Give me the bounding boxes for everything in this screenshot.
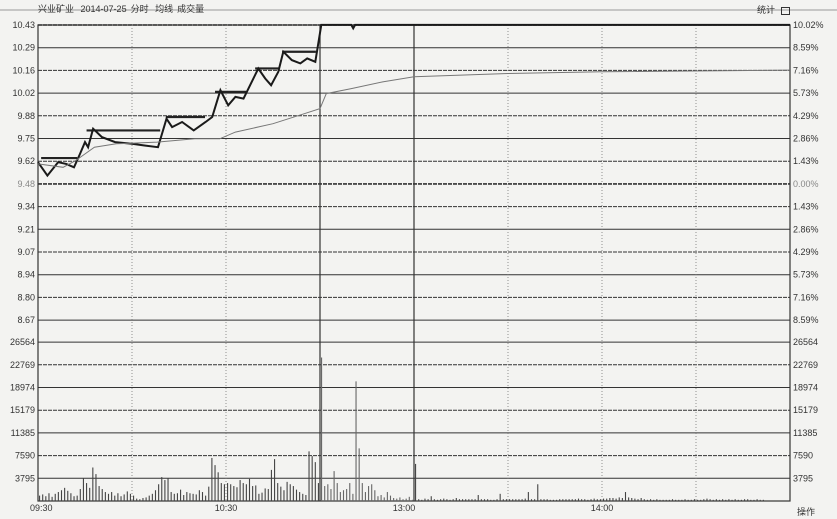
percent-tick-label: 8.59% <box>793 43 819 53</box>
price-tick-label: 9.34 <box>17 202 35 212</box>
price-tick-label: 9.88 <box>17 111 35 121</box>
chart-mode[interactable]: 分时 <box>130 4 149 14</box>
volume-tick-label-right: 3795 <box>793 473 813 483</box>
time-tick-label: 09:30 <box>30 503 53 513</box>
volume-tick-label: 18974 <box>10 383 35 393</box>
price-tick-label: 9.21 <box>17 224 35 234</box>
percent-tick-label: 8.59% <box>793 315 819 325</box>
average-line <box>37 69 791 168</box>
percent-tick-label: 5.73% <box>793 270 819 280</box>
volume-tick-label-right: 11385 <box>793 428 817 438</box>
percent-tick-label: 1.43% <box>793 156 819 166</box>
volume-tick-label-right: 26564 <box>793 337 818 347</box>
percent-tick-label: 4.29% <box>793 247 819 257</box>
volume-tick-label: 22769 <box>10 360 35 370</box>
price-tick-label: 8.67 <box>17 315 35 325</box>
window-icon[interactable] <box>780 6 790 15</box>
volume-tick-label-right: 7590 <box>793 451 813 461</box>
volume-tick-label: 3795 <box>15 473 35 483</box>
chart-date: 2014-07-25 <box>80 4 127 14</box>
stats-button[interactable]: 统计 <box>757 3 790 16</box>
volume-tick-label-right: 15179 <box>793 405 818 415</box>
volume-toggle[interactable]: 成交量 <box>177 4 205 14</box>
time-tick-label: 14:00 <box>591 503 614 513</box>
avg-line-toggle[interactable]: 均线 <box>155 4 174 14</box>
price-tick-label: 9.48 <box>17 179 35 189</box>
stats-label: 统计 <box>757 5 776 15</box>
time-tick-label: 13:00 <box>393 503 416 513</box>
percent-tick-label: 7.16% <box>793 292 819 302</box>
percent-tick-label: 5.73% <box>793 88 819 98</box>
percent-tick-label: 10.02% <box>793 20 824 30</box>
percent-tick-label: 2.86% <box>793 224 819 234</box>
volume-tick-label: 15179 <box>10 405 35 415</box>
price-tick-label: 9.07 <box>17 247 35 257</box>
volume-tick-label: 11385 <box>11 428 35 438</box>
percent-tick-label: 7.16% <box>793 65 819 75</box>
price-tick-label: 10.43 <box>12 20 35 30</box>
volume-tick-label: 26564 <box>10 337 35 347</box>
volume-tick-label: 7590 <box>15 451 35 461</box>
price-tick-label: 8.80 <box>17 292 35 302</box>
percent-tick-label: 0.00% <box>793 179 819 189</box>
percent-tick-label: 2.86% <box>793 134 819 144</box>
price-tick-label: 9.62 <box>17 156 35 166</box>
price-tick-label: 9.75 <box>17 134 35 144</box>
price-tick-label: 10.02 <box>12 88 35 98</box>
volume-tick-label-right: 18974 <box>793 383 818 393</box>
price-tick-label: 8.94 <box>17 270 35 280</box>
chart-title-bar: 兴业矿业 2014-07-25 分时 均线 成交量 <box>38 2 208 15</box>
percent-tick-label: 4.29% <box>793 111 819 121</box>
stock-name: 兴业矿业 <box>38 4 75 14</box>
percent-tick-label: 1.43% <box>793 202 819 212</box>
price-tick-label: 10.29 <box>12 43 35 53</box>
time-tick-label: 10:30 <box>215 503 238 513</box>
price-line <box>37 23 790 178</box>
volume-tick-label-right: 22769 <box>793 360 818 370</box>
operate-button[interactable]: 操作 <box>797 507 816 517</box>
price-tick-label: 10.16 <box>12 65 35 75</box>
